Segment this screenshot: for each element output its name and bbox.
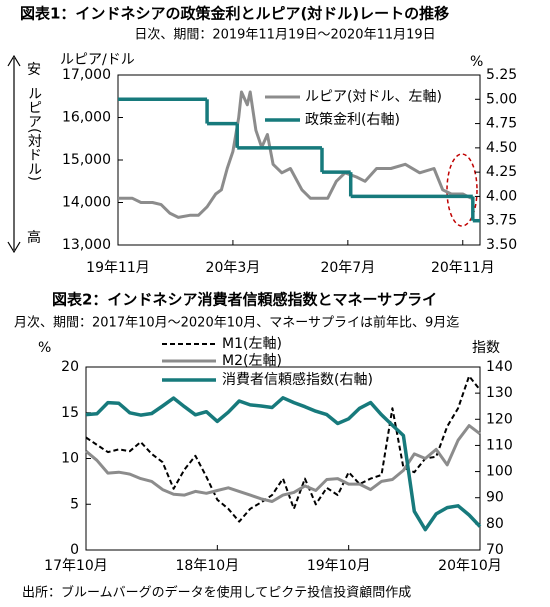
legend-label: M1(左軸) [222, 336, 282, 352]
y2-tick-label: 80 [486, 516, 504, 532]
y-tick-label: 14,000 [62, 195, 111, 211]
y-tick-label: 15,000 [62, 152, 111, 168]
y2-tick-label: 140 [486, 359, 513, 375]
y-tick-label: 13,000 [62, 237, 111, 253]
x-tick-label: 20年11月 [431, 260, 495, 276]
y2-tick-label: 130 [486, 385, 513, 401]
y2-tick-label: 4.50 [486, 140, 517, 156]
chart-subtitle: 日次、期間：2019年11月19日～2020年11月19日 [134, 27, 435, 43]
y2-tick-label: 90 [486, 490, 504, 506]
y2-tick-label: 3.50 [486, 237, 517, 253]
y2-tick-label: 70 [486, 542, 504, 558]
y2-tick-label: 4.75 [486, 116, 517, 132]
y-tick-label: 17,000 [62, 67, 111, 83]
source-note: 出所：ブルームバーグのデータを使用してピクテ投信投資顧問作成 [22, 585, 411, 601]
chart-subtitle: 月次、期間：2017年10月～2020年10月、マネーサプライは前年比、9月迄 [14, 315, 459, 331]
x-tick-label: 18年10月 [176, 558, 240, 574]
x-tick-label: 20年7月 [320, 260, 375, 276]
y2-axis-label: % [470, 54, 483, 70]
y-tick-label: 16,000 [62, 110, 111, 126]
y2-tick-label: 4.25 [486, 164, 517, 180]
legend-label: 消費者信頼感指数(右軸) [222, 371, 373, 388]
series-line [85, 396, 482, 532]
y2-tick-label: 120 [486, 411, 513, 427]
y-tick-label: 10 [61, 451, 79, 467]
side-label: 高 [27, 229, 41, 246]
x-tick-label: 19年10月 [307, 558, 371, 574]
y2-tick-label: 100 [486, 464, 513, 480]
series-line [118, 90, 473, 219]
y-axis-label: ルピア/ドル [60, 52, 135, 68]
y2-tick-label: 5.25 [486, 67, 517, 83]
x-tick-label: 20年10月 [438, 558, 502, 574]
legend-label: ルピア(対ドル、左軸) [305, 89, 442, 105]
x-tick-label: 19年11月 [86, 260, 150, 276]
y2-axis-label: 指数 [472, 340, 500, 356]
x-tick-label: 20年3月 [206, 260, 261, 276]
y-axis-label: % [38, 340, 51, 356]
chart-title: 図表1：インドネシアの政策金利とルピア(対ドル)レートの推移 [20, 5, 449, 23]
chart-title: 図表2：インドネシア消費者信頼感指数とマネーサプライ [52, 291, 437, 309]
series-line [85, 375, 481, 523]
y2-tick-label: 5.00 [486, 91, 517, 107]
highlight-ellipse [446, 153, 478, 227]
y2-tick-label: 4.00 [486, 188, 517, 204]
y-tick-label: 5 [70, 496, 79, 512]
side-label: ルピア(対ドル) [26, 86, 42, 181]
legend-label: 政策金利(右軸) [305, 111, 400, 128]
y2-tick-label: 110 [486, 437, 513, 453]
y-tick-label: 15 [61, 405, 79, 421]
side-label: 安 [27, 62, 41, 78]
y2-tick-label: 3.75 [486, 213, 517, 229]
x-tick-label: 17年10月 [44, 558, 108, 574]
side-arrow-heads [7, 54, 21, 254]
y-tick-label: 0 [70, 542, 79, 558]
legend-label: M2(左軸) [222, 353, 282, 369]
series-line [85, 424, 481, 503]
y-tick-label: 20 [61, 359, 79, 375]
